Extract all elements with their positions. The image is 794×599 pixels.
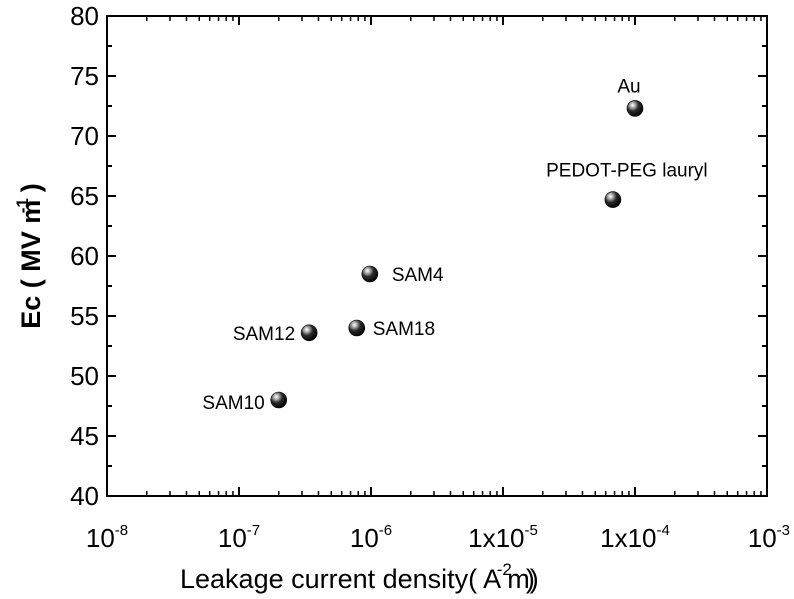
point-label: SAM4 (392, 265, 444, 286)
y-tick-label: 65 (70, 181, 99, 211)
x-tick-label: 10-7 (218, 522, 260, 553)
data-point (300, 324, 318, 342)
y-tick-label: 45 (70, 421, 99, 451)
y-tick-label: 60 (70, 241, 99, 271)
x-tick-label: 10-8 (86, 522, 128, 553)
point-label: SAM10 (202, 393, 264, 414)
data-point (604, 191, 622, 208)
x-tick-label: 10-3 (748, 522, 790, 553)
y-axis-title-exponent: -1 (13, 198, 32, 213)
x-axis-ticks: 10-8 10-7 10-6 1x10-5 1x10-4 10-3 (86, 16, 790, 553)
point-label: PEDOT-PEG lauryl (546, 161, 708, 182)
data-point (348, 319, 366, 337)
data-point (361, 265, 379, 283)
y-axis-title: Ec ( MV m )-1 (13, 183, 46, 329)
y-tick-label: 70 (70, 121, 99, 151)
x-tick-label: 1x10-5 (468, 522, 538, 553)
y-tick-label: 55 (70, 301, 99, 331)
y-tick-label: 50 (70, 361, 99, 391)
data-point (270, 391, 288, 409)
point-label: Au (617, 76, 640, 97)
plot-frame (106, 15, 768, 497)
y-tick-label: 75 (70, 61, 99, 91)
point-label: SAM18 (373, 319, 435, 340)
y-tick-label: 40 (70, 481, 99, 511)
data-point (626, 100, 644, 117)
x-axis-title: Leakage current density( A m)-2) (180, 560, 539, 594)
y-tick-label: 80 (70, 1, 99, 31)
data-points: SAM10 SAM12 SAM18 SAM4 PEDOT-PEG lauryl Au (202, 76, 707, 414)
x-tick-label: 10-6 (350, 522, 392, 553)
x-axis-title-exponent: -2 (497, 560, 512, 579)
y-axis-ticks: 40 45 50 55 60 65 70 75 80 (70, 1, 767, 511)
x-tick-label: 1x10-4 (600, 522, 670, 553)
point-label: SAM12 (233, 324, 295, 345)
